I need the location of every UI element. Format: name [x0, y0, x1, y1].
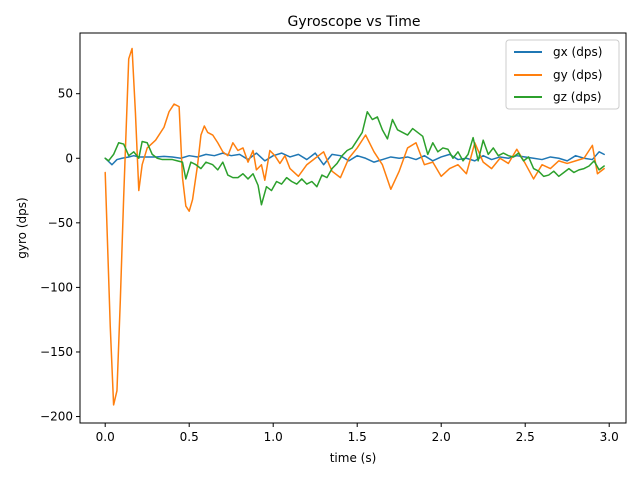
x-axis-label: time (s) [330, 451, 377, 465]
series-line-gy [104, 47, 605, 406]
y-tick-label: −200 [40, 410, 73, 424]
chart-title: Gyroscope vs Time [288, 14, 421, 30]
y-tick-label: −150 [40, 345, 73, 359]
legend-label-gy: gy (dps) [553, 68, 602, 82]
plot-frame [79, 32, 627, 424]
legend-label-gz: gz (dps) [553, 90, 602, 104]
legend-box [505, 39, 620, 110]
y-axis-label: gyro (dps) [15, 197, 29, 258]
x-axis-ticks: 0.0 0.5 1.0 1.5 2.0 2.5 3.0 [96, 423, 619, 444]
x-tick-label: 2.5 [516, 430, 535, 444]
x-tick-label: 2.0 [432, 430, 451, 444]
x-tick-label: 0.0 [96, 430, 115, 444]
x-tick-label: 1.5 [348, 430, 367, 444]
plot-lines [104, 47, 605, 406]
legend-label-gx: gx (dps) [553, 45, 602, 59]
y-tick-label: −50 [48, 216, 73, 230]
y-axis-ticks: −200 −150 −100 −50 0 50 [40, 87, 80, 424]
series-line-gx [104, 151, 605, 166]
y-tick-label: 50 [58, 87, 73, 101]
legend: gx (dps) gy (dps) gz (dps) [505, 39, 620, 110]
series-line-gz [104, 111, 605, 206]
x-tick-label: 3.0 [600, 430, 619, 444]
x-tick-label: 1.0 [264, 430, 283, 444]
y-tick-label: −100 [40, 280, 73, 294]
x-tick-label: 0.5 [180, 430, 199, 444]
y-tick-label: 0 [65, 151, 73, 165]
